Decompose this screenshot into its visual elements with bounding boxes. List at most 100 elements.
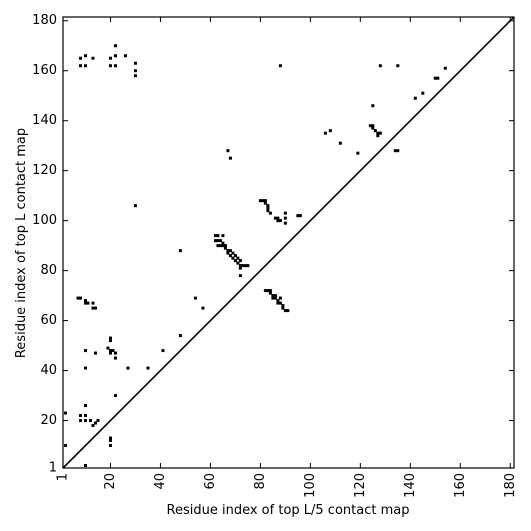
- y-tick-label: 40: [40, 363, 57, 378]
- contact-point: [91, 301, 95, 305]
- contact-point: [271, 296, 275, 300]
- contact-point: [63, 444, 67, 448]
- plot-frame: [62, 16, 515, 469]
- contact-point: [228, 249, 232, 253]
- contact-point: [83, 414, 87, 418]
- contact-point: [271, 294, 275, 298]
- contact-point: [123, 54, 127, 58]
- contact-point: [238, 266, 242, 270]
- contact-point: [443, 66, 447, 70]
- diagonal: [62, 16, 515, 469]
- x-tick-label: 60: [203, 473, 218, 490]
- contact-point: [226, 249, 230, 253]
- contact-point: [83, 64, 87, 68]
- contact-point: [238, 259, 242, 263]
- contact-point: [108, 444, 112, 448]
- contact-point: [393, 149, 397, 153]
- contact-point: [83, 54, 87, 58]
- contact-point: [113, 356, 117, 360]
- contact-point: [281, 304, 285, 308]
- contact-point: [228, 254, 232, 258]
- contact-point: [328, 129, 332, 133]
- contact-point: [231, 256, 235, 260]
- contact-point: [378, 131, 382, 135]
- contact-point: [223, 246, 227, 250]
- contact-point: [108, 349, 112, 353]
- contact-point: [78, 419, 82, 423]
- contact-point: [108, 336, 112, 340]
- contact-point: [161, 349, 165, 353]
- y-tick-label: 80: [40, 263, 57, 278]
- contact-point: [278, 296, 282, 300]
- contact-point: [278, 64, 282, 68]
- contact-point: [376, 131, 380, 135]
- contact-point: [371, 104, 375, 108]
- contact-point: [258, 199, 262, 203]
- contact-point: [178, 249, 182, 253]
- contact-point: [433, 76, 437, 80]
- contact-point: [378, 64, 382, 68]
- contact-point: [193, 296, 197, 300]
- contact-point: [226, 251, 230, 255]
- contact-point: [286, 309, 290, 313]
- contact-point: [146, 366, 150, 370]
- contact-point: [133, 204, 137, 208]
- contact-point: [236, 261, 240, 265]
- contact-point: [106, 346, 110, 350]
- y-tick-label: 1: [49, 461, 57, 476]
- contact-point: [371, 126, 375, 130]
- contact-point: [223, 244, 227, 248]
- contact-point: [216, 244, 220, 248]
- y-tick-label: 140: [32, 113, 57, 128]
- contact-point: [276, 301, 280, 305]
- contact-point: [376, 134, 380, 138]
- contact-point: [88, 419, 92, 423]
- contact-point: [273, 294, 277, 298]
- contact-point: [108, 339, 112, 343]
- contact-point: [78, 296, 82, 300]
- contact-point: [413, 96, 417, 100]
- contact-point: [83, 301, 87, 305]
- contact-point: [276, 216, 280, 220]
- contact-point: [268, 289, 272, 293]
- contact-point: [421, 91, 425, 95]
- contact-point: [281, 306, 285, 310]
- contact-point: [93, 306, 97, 310]
- contact-point: [263, 199, 267, 203]
- contact-point: [83, 366, 87, 370]
- contact-point: [368, 124, 372, 128]
- contact-point: [63, 411, 67, 415]
- x-tick-label: 1: [56, 473, 71, 481]
- contact-point: [91, 306, 95, 310]
- y-tick-label: 120: [32, 163, 57, 178]
- contact-point: [111, 349, 115, 353]
- x-tick-label: 100: [303, 473, 318, 498]
- contact-point: [108, 56, 112, 60]
- y-tick-label: 60: [40, 313, 57, 328]
- contact-point: [216, 239, 220, 243]
- x-axis-label: Residue index of top L/5 contact map: [167, 503, 410, 518]
- contact-point: [396, 64, 400, 68]
- contact-point: [233, 254, 237, 258]
- contact-point: [113, 54, 117, 58]
- contact-point: [221, 234, 225, 238]
- contact-point: [261, 199, 265, 203]
- contact-point: [226, 149, 230, 153]
- contact-point: [216, 234, 220, 238]
- y-tick-label: 100: [32, 213, 57, 228]
- contact-point: [276, 299, 280, 303]
- contact-point: [83, 419, 87, 423]
- contact-point: [91, 424, 95, 428]
- contact-point: [283, 221, 287, 225]
- contact-point: [83, 299, 87, 303]
- x-tick-label: 120: [353, 473, 368, 498]
- contact-point: [108, 64, 112, 68]
- contact-point: [113, 351, 117, 355]
- x-tick-label: 180: [503, 473, 518, 498]
- contact-point: [133, 74, 137, 78]
- contact-point: [273, 216, 277, 220]
- contact-point: [133, 61, 137, 65]
- contact-point: [238, 264, 242, 268]
- contact-point: [263, 201, 267, 205]
